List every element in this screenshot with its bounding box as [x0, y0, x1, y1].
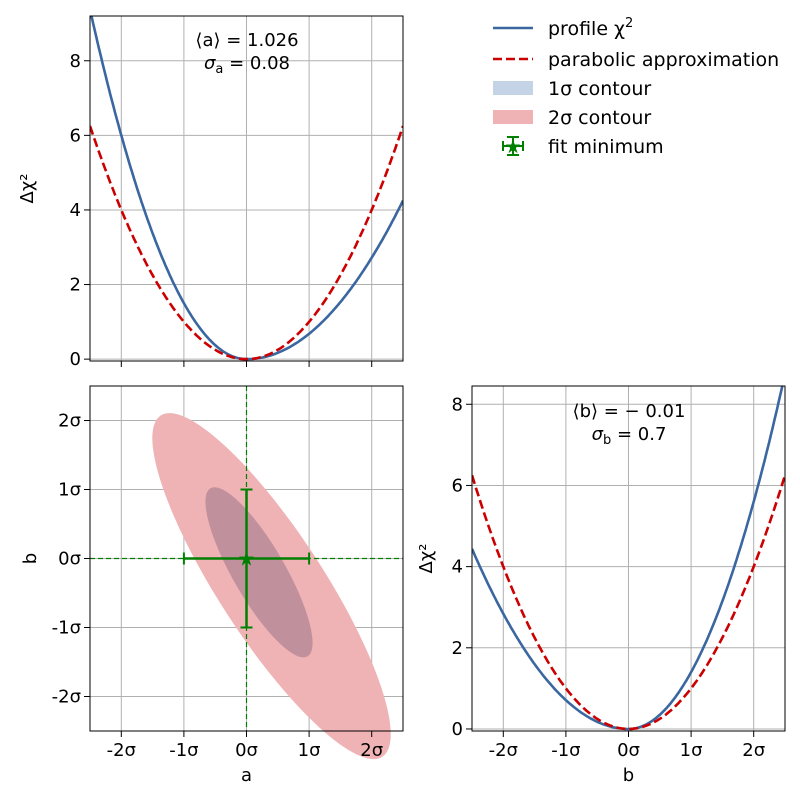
y-tick-label: 0: [452, 719, 463, 740]
legend-item: profile χ2: [493, 16, 633, 40]
legend-item: 2σ contour: [493, 107, 651, 129]
y-tick-label: -1σ: [52, 618, 81, 639]
x-tick-label: 1σ: [680, 740, 703, 761]
annotation-sigma-sub: b: [603, 433, 611, 448]
parabolic-approximation-line: [90, 125, 403, 361]
annotation-sigma: σa = 0.08: [204, 53, 290, 77]
x-axis-label: b: [623, 765, 634, 786]
legend-label-sup: 2: [625, 16, 633, 31]
y-axis-label: b: [20, 553, 41, 564]
y-tick-label: 0σ: [58, 549, 81, 570]
legend-label-text: 2σ contour: [548, 107, 651, 129]
x-tick-label: -2σ: [489, 740, 518, 761]
y-tick-label: 8: [452, 394, 463, 415]
annotation-sigma-value: = 0.7: [611, 424, 666, 445]
legend-swatch-patch: [493, 110, 533, 124]
y-tick-label: 8: [70, 51, 81, 72]
y-tick-label: 0: [70, 349, 81, 370]
y-tick-label: 4: [70, 200, 81, 221]
y-tick-label: -2σ: [52, 687, 81, 708]
x-tick-label: 1σ: [298, 740, 321, 761]
legend-label-text: 1σ contour: [548, 78, 651, 100]
x-tick-label: -1σ: [551, 740, 580, 761]
annotation-sigma-symbol: σ: [204, 53, 216, 74]
legend-label-text: parabolic approximation: [548, 49, 779, 71]
x-tick-label: 0σ: [235, 740, 258, 761]
annotation-sigma-sub: a: [215, 62, 223, 77]
annotation-mean: ⟨a⟩ = 1.026: [195, 30, 298, 51]
y-tick-label: 2σ: [58, 411, 81, 432]
legend: profile χ2 parabolic approximation 1σ cont…: [493, 16, 779, 158]
annotation-sigma: σb = 0.7: [592, 424, 667, 448]
annotation-sigma-symbol: σ: [592, 424, 604, 445]
y-tick-label: 1σ: [58, 480, 81, 501]
y-tick-label: 2: [452, 638, 463, 659]
annotation-sigma-value: = 0.08: [223, 53, 290, 74]
y-axis-label: Δχ²: [416, 544, 437, 574]
legend-item: 1σ contour: [493, 78, 651, 100]
x-tick-label: 2σ: [360, 740, 383, 761]
y-tick-label: 4: [452, 557, 463, 578]
one-sigma-contour: [205, 487, 313, 658]
y-axis-label: Δχ²: [17, 174, 38, 204]
y-tick-label: 6: [70, 125, 81, 146]
legend-label: profile χ2: [548, 16, 633, 40]
star-icon: ★: [504, 136, 521, 158]
y-tick-label: 6: [452, 475, 463, 496]
legend-label: fit minimum: [548, 136, 664, 158]
legend-item: ★ fit minimum: [502, 136, 664, 158]
x-axis-label: a: [241, 765, 252, 786]
x-tick-label: -2σ: [107, 740, 136, 761]
profile-chi2-line: [472, 386, 784, 731]
x-tick-label: 0σ: [617, 740, 640, 761]
fit-minimum-star-icon: ★: [238, 547, 256, 571]
x-tick-label: 2σ: [742, 740, 765, 761]
contour-panel: ★ -2σ -1σ 0σ 1σ 2σ -2σ -1σ 0σ 1σ 2σ a b: [20, 385, 404, 786]
legend-label: 1σ contour: [548, 78, 651, 100]
legend-item: parabolic approximation: [493, 49, 779, 71]
y-tick-label: 2: [70, 275, 81, 296]
parabolic-approximation-line: [472, 474, 785, 731]
x-tick-label: -1σ: [169, 740, 198, 761]
legend-label: 2σ contour: [548, 107, 651, 129]
legend-label-text: profile χ: [548, 18, 625, 40]
legend-label-text: fit minimum: [548, 136, 664, 158]
legend-swatch-patch: [493, 81, 533, 95]
legend-label: parabolic approximation: [548, 49, 779, 71]
annotation-mean: ⟨b⟩ = − 0.01: [573, 401, 686, 422]
